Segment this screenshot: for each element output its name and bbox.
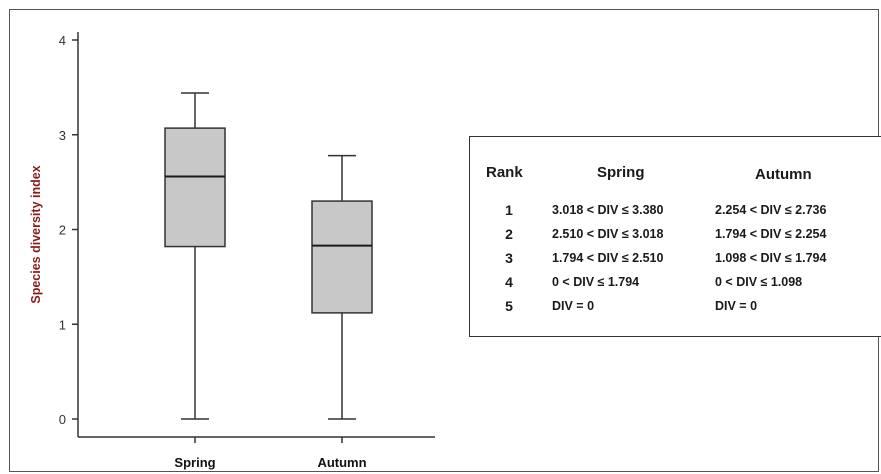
y-tick-label: 0 bbox=[59, 412, 66, 427]
autumn-rank-3: 1.098 < DIV ≤ 1.794 bbox=[715, 251, 827, 265]
rank-2: 2 bbox=[505, 226, 513, 242]
y-tick-label: 4 bbox=[59, 33, 66, 48]
rank-table: Rank Spring Autumn 1 3.018 < DIV ≤ 3.380… bbox=[469, 136, 881, 337]
rank-header: Rank bbox=[486, 164, 523, 181]
autumn-box bbox=[311, 200, 373, 314]
y-tick-label: 2 bbox=[59, 223, 66, 238]
rank-4: 4 bbox=[505, 274, 513, 290]
autumn-x-label: Autumn bbox=[317, 455, 366, 470]
spring-x-label: Spring bbox=[174, 455, 215, 470]
rank-5: 5 bbox=[505, 298, 513, 314]
y-tick-label: 3 bbox=[59, 128, 66, 143]
y-tick-label: 1 bbox=[59, 317, 66, 332]
autumn-rank-1: 2.254 < DIV ≤ 2.736 bbox=[715, 203, 827, 217]
rank-1: 1 bbox=[505, 202, 513, 218]
spring-rank-3: 1.794 < DIV ≤ 2.510 bbox=[552, 251, 664, 265]
autumn-rank-4: 0 < DIV ≤ 1.098 bbox=[715, 275, 803, 289]
rank-3: 3 bbox=[505, 250, 513, 266]
spring-rank-1: 3.018 < DIV ≤ 3.380 bbox=[552, 203, 664, 217]
autumn-rank-2: 1.794 < DIV ≤ 2.254 bbox=[715, 227, 827, 241]
autumn-header: Autumn bbox=[755, 166, 812, 183]
spring-header: Spring bbox=[597, 164, 645, 181]
spring-rank-2: 2.510 < DIV ≤ 3.018 bbox=[552, 227, 664, 241]
spring-rank-5: DIV = 0 bbox=[552, 299, 595, 313]
autumn-rank-5: DIV = 0 bbox=[715, 299, 758, 313]
spring-rank-4: 0 < DIV ≤ 1.794 bbox=[552, 275, 640, 289]
spring-box bbox=[164, 127, 226, 248]
y-axis-label: Species diversity index bbox=[29, 165, 43, 303]
